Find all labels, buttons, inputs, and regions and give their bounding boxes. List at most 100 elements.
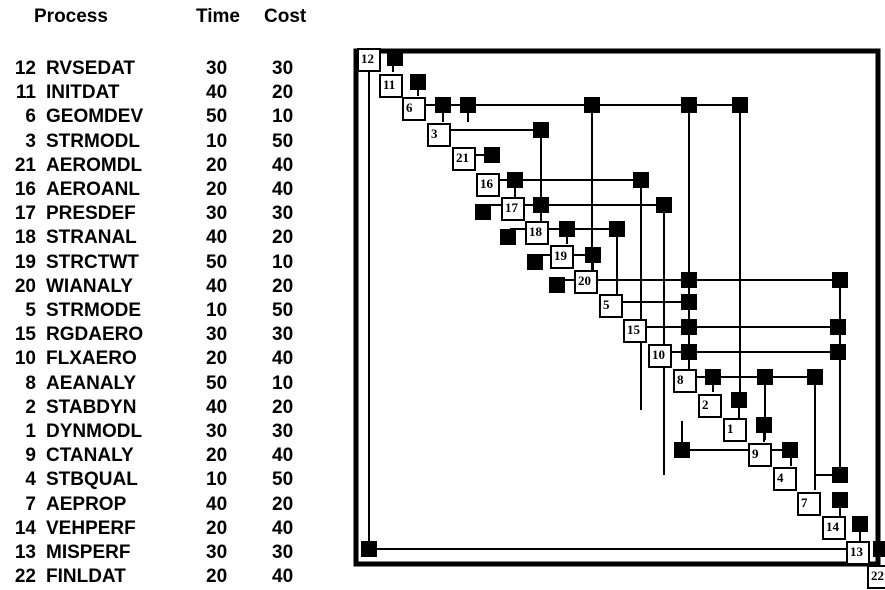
process-name: MISPERF <box>46 542 131 563</box>
process-box <box>867 565 885 589</box>
process-name: AEROMDL <box>46 154 143 176</box>
process-box <box>525 221 549 245</box>
process-time: 20 <box>206 445 228 467</box>
process-cost: 30 <box>272 542 294 563</box>
dependency-mark <box>681 344 697 360</box>
process-name: STRMODE <box>46 300 141 321</box>
process-box <box>748 443 772 467</box>
dependency-mark <box>852 516 868 532</box>
process-time: 30 <box>206 58 228 79</box>
dependency-mark <box>681 294 697 310</box>
process-box-label: 15 <box>627 322 641 337</box>
process-box <box>427 123 451 147</box>
dependency-mark <box>731 392 747 408</box>
process-box-label: 9 <box>752 446 759 461</box>
process-id: 3 <box>25 130 36 152</box>
process-box <box>846 541 870 565</box>
process-id: 8 <box>25 372 36 394</box>
dependency-mark <box>584 97 600 113</box>
process-time: 30 <box>206 324 228 346</box>
process-box <box>357 48 381 72</box>
dependency-mark <box>361 541 377 557</box>
process-box-label: 11 <box>383 77 395 92</box>
process-cost: 20 <box>272 396 294 418</box>
process-id: 9 <box>25 445 36 467</box>
process-box-label: 1 <box>727 421 734 436</box>
dependency-mark <box>549 277 565 293</box>
process-header: Process <box>34 6 108 27</box>
dependency-mark <box>681 97 697 113</box>
process-box-label: 20 <box>578 273 591 288</box>
process-cost: 20 <box>272 275 294 297</box>
process-time: 20 <box>206 179 228 200</box>
dependency-mark <box>559 221 575 237</box>
process-time: 30 <box>206 542 228 563</box>
dependency-mark <box>830 344 846 360</box>
process-box <box>574 270 598 294</box>
process-time: 40 <box>206 493 228 515</box>
process-time: 40 <box>206 82 228 104</box>
dependency-mark <box>832 467 848 483</box>
process-id: 7 <box>25 493 36 515</box>
dependency-mark <box>681 319 697 335</box>
process-name: STABDYN <box>46 396 137 418</box>
process-box-label: 5 <box>603 297 610 312</box>
process-name: STBQUAL <box>46 469 138 491</box>
process-name: RVSEDAT <box>46 58 136 79</box>
process-time: 40 <box>206 227 228 249</box>
cost-header: Cost <box>264 6 307 27</box>
process-box <box>501 197 525 221</box>
process-name: INITDAT <box>46 82 120 104</box>
process-name: WIANALY <box>46 275 133 297</box>
process-time: 10 <box>206 300 228 321</box>
process-time: 20 <box>206 517 228 539</box>
process-name: RGDAERO <box>46 324 144 346</box>
process-cost: 50 <box>272 300 294 321</box>
process-cost: 50 <box>272 130 294 152</box>
process-box-label: 22 <box>871 568 884 583</box>
process-time: 40 <box>206 396 228 418</box>
process-time: 50 <box>206 106 228 128</box>
process-cost: 40 <box>272 348 294 370</box>
process-name: GEOMDEV <box>46 106 144 128</box>
process-id: 15 <box>14 324 36 346</box>
process-cost: 40 <box>272 445 294 467</box>
process-id: 1 <box>25 421 36 442</box>
process-box-label: 17 <box>505 200 519 215</box>
process-cost: 30 <box>272 421 294 442</box>
process-name: VEHPERF <box>46 517 136 539</box>
dependency-mark <box>475 204 491 220</box>
process-box <box>402 97 426 121</box>
process-id: 20 <box>14 275 36 297</box>
process-name: FINLDAT <box>46 566 126 588</box>
process-cost: 20 <box>272 82 294 104</box>
process-box-label: 12 <box>361 51 374 66</box>
process-name: STRCTWT <box>46 251 139 273</box>
dependency-mark <box>533 122 549 138</box>
dependency-mark <box>585 247 601 263</box>
process-cost: 40 <box>272 517 294 539</box>
dependency-mark <box>782 442 798 458</box>
process-id: 12 <box>14 58 36 79</box>
dependency-mark <box>674 442 690 458</box>
process-box-label: 19 <box>554 248 568 263</box>
dependency-mark <box>732 97 748 113</box>
process-cost: 40 <box>272 566 294 588</box>
process-cost: 20 <box>272 227 294 249</box>
process-time: 50 <box>206 372 228 394</box>
process-cost: 30 <box>272 324 294 346</box>
process-box-label: 14 <box>826 519 840 534</box>
process-time: 50 <box>206 251 228 273</box>
process-box <box>797 492 821 516</box>
process-box-label: 10 <box>652 347 665 362</box>
process-cost: 10 <box>272 251 294 273</box>
process-name: AEANALY <box>46 372 137 394</box>
dependency-mark <box>609 221 625 237</box>
process-box <box>452 147 476 171</box>
process-table: Process Time Cost 12 RVSEDAT 30 30 11 INITDAT… <box>0 0 330 589</box>
dependency-mark <box>460 97 476 113</box>
process-box-label: 8 <box>677 372 684 387</box>
process-box <box>648 344 672 368</box>
process-box-label: 2 <box>702 397 709 412</box>
